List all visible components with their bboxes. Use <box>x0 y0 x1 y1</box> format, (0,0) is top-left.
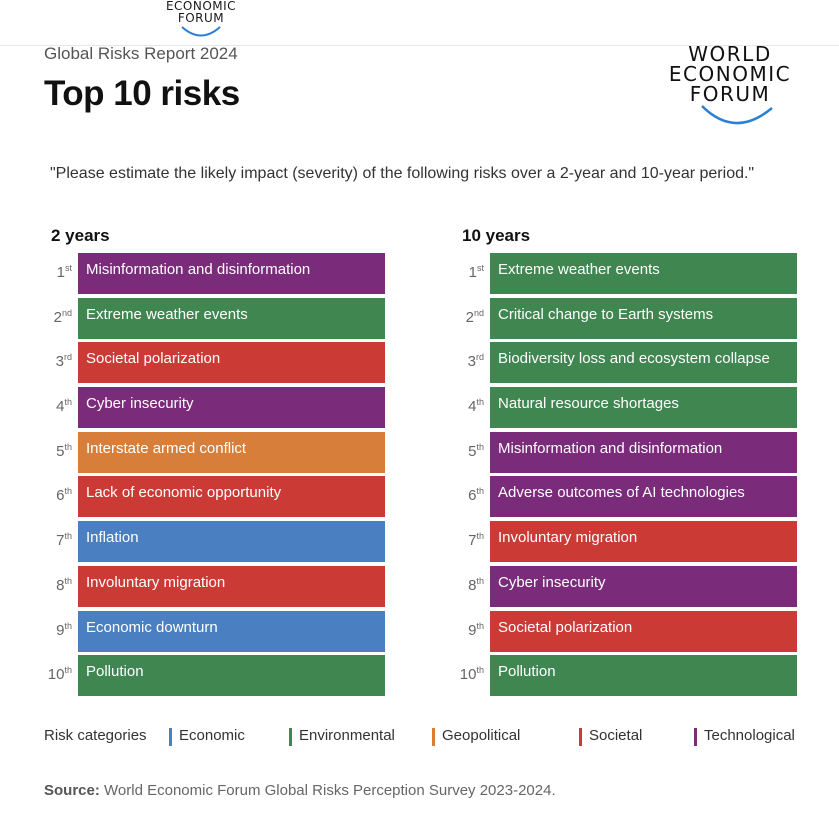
logo-line-world: WORLD <box>688 42 772 66</box>
risk-bar: Critical change to Earth systems <box>490 297 797 339</box>
legend-label: Geopolitical <box>442 727 521 744</box>
legend-label: Technological <box>704 727 795 744</box>
column-heading-10-years: 10 years <box>462 226 531 245</box>
rank-row: 7th Involuntary migration <box>452 521 812 566</box>
risk-bar: Adverse outcomes of AI technologies <box>490 476 797 518</box>
rank-number: 7th <box>468 531 484 550</box>
top-bar: ECONOMIC FORUM <box>0 0 839 46</box>
rank-number: 2nd <box>53 307 72 326</box>
rank-row: 3rd Societal polarization <box>40 342 400 387</box>
rank-number: 3rd <box>55 352 72 371</box>
risk-bar: Natural resource shortages <box>490 387 797 429</box>
rank-number: 1st <box>56 263 72 281</box>
risk-bar: Societal polarization <box>490 610 797 652</box>
page-title: Top 10 risks <box>44 74 240 113</box>
column-heading-2-years: 2 years <box>51 226 110 245</box>
legend-swatch <box>694 728 697 746</box>
top-logo-line2: FORUM <box>177 11 225 25</box>
legend: Risk categories Economic Environmental G… <box>44 727 804 749</box>
logo-arc-icon <box>701 105 773 125</box>
rank-number: 6th <box>468 486 484 505</box>
rank-row: 8th Involuntary migration <box>40 565 400 611</box>
rank-row: 10th Pollution <box>40 655 400 700</box>
rank-row: 5th Interstate armed conflict <box>40 431 400 477</box>
risk-bar: Lack of economic opportunity <box>78 476 385 518</box>
legend-swatch <box>289 728 292 746</box>
ranking-2-years: 1st Misinformation and disinformation 2nd E… <box>40 253 400 700</box>
legend-label: Environmental <box>299 727 395 744</box>
source-label: Source: <box>44 782 100 799</box>
risk-bar: Cyber insecurity <box>78 387 385 429</box>
rank-number: 1st <box>468 263 484 281</box>
risk-bar: Involuntary migration <box>78 565 385 607</box>
rank-number: 10th <box>47 665 72 684</box>
rank-number: 2nd <box>465 307 484 326</box>
legend-swatch <box>579 728 582 746</box>
rank-number: 5th <box>468 441 484 460</box>
rank-row: 10th Pollution <box>452 655 812 700</box>
top-logo[interactable]: ECONOMIC FORUM <box>160 0 242 40</box>
rank-row: 8th Cyber insecurity <box>452 565 812 611</box>
legend-swatch <box>432 728 435 746</box>
risk-bar: Biodiversity loss and ecosystem collapse <box>490 342 797 384</box>
rank-number: 8th <box>56 575 72 594</box>
risk-bar: Extreme weather events <box>490 253 797 294</box>
risk-bar: Misinformation and disinformation <box>490 431 797 473</box>
rank-row: 6th Lack of economic opportunity <box>40 476 400 521</box>
rank-row: 7th Inflation <box>40 521 400 566</box>
rank-row: 6th Adverse outcomes of AI technologies <box>452 476 812 521</box>
top-logo-line1: ECONOMIC <box>165 0 237 13</box>
logo-arc-icon <box>181 26 221 37</box>
risk-bar: Pollution <box>78 655 385 697</box>
rank-row: 9th Societal polarization <box>452 610 812 656</box>
ranking-10-years: 1st Extreme weather events 2nd Critical cha… <box>452 253 812 700</box>
rank-number: 6th <box>56 486 72 505</box>
legend-title: Risk categories <box>44 727 147 744</box>
rank-number: 8th <box>468 575 484 594</box>
risk-bar: Involuntary migration <box>490 521 797 563</box>
rank-number: 5th <box>56 441 72 460</box>
legend-swatch <box>169 728 172 746</box>
logo-line-economic: ECONOMIC <box>668 62 792 86</box>
rank-number: 9th <box>56 620 72 639</box>
rank-number: 3rd <box>467 352 484 371</box>
wef-logo: WORLD ECONOMIC FORUM <box>660 44 800 126</box>
rank-row: 2nd Critical change to Earth systems <box>452 297 812 343</box>
source-note: Source: World Economic Forum Global Risk… <box>44 782 556 799</box>
rank-row: 3rd Biodiversity loss and ecosystem colla… <box>452 342 812 387</box>
source-text: World Economic Forum Global Risks Percep… <box>99 782 556 799</box>
risk-bar: Inflation <box>78 521 385 563</box>
risk-bar: Cyber insecurity <box>490 565 797 607</box>
risk-bar: Misinformation and disinformation <box>78 253 385 294</box>
logo-line-forum: FORUM <box>689 82 771 106</box>
risk-bar: Economic downturn <box>78 610 385 652</box>
rank-row: 1st Misinformation and disinformation <box>40 253 400 298</box>
report-subtitle: Global Risks Report 2024 <box>44 44 238 63</box>
rank-number: 4th <box>56 397 72 416</box>
rank-row: 9th Economic downturn <box>40 610 400 656</box>
rank-number: 9th <box>468 620 484 639</box>
rank-row: 5th Misinformation and disinformation <box>452 431 812 477</box>
rank-row: 4th Natural resource shortages <box>452 387 812 432</box>
rank-row: 2nd Extreme weather events <box>40 297 400 343</box>
rank-row: 4th Cyber insecurity <box>40 387 400 432</box>
rank-number: 10th <box>459 665 484 684</box>
rank-number: 4th <box>468 397 484 416</box>
risk-bar: Interstate armed conflict <box>78 431 385 473</box>
legend-label: Societal <box>589 727 643 744</box>
rank-number: 7th <box>56 531 72 550</box>
survey-question: "Please estimate the likely impact (seve… <box>50 165 755 182</box>
rank-row: 1st Extreme weather events <box>452 253 812 298</box>
risk-bar: Societal polarization <box>78 342 385 384</box>
legend-label: Economic <box>179 727 245 744</box>
risk-bar: Extreme weather events <box>78 297 385 339</box>
risk-bar: Pollution <box>490 655 797 697</box>
